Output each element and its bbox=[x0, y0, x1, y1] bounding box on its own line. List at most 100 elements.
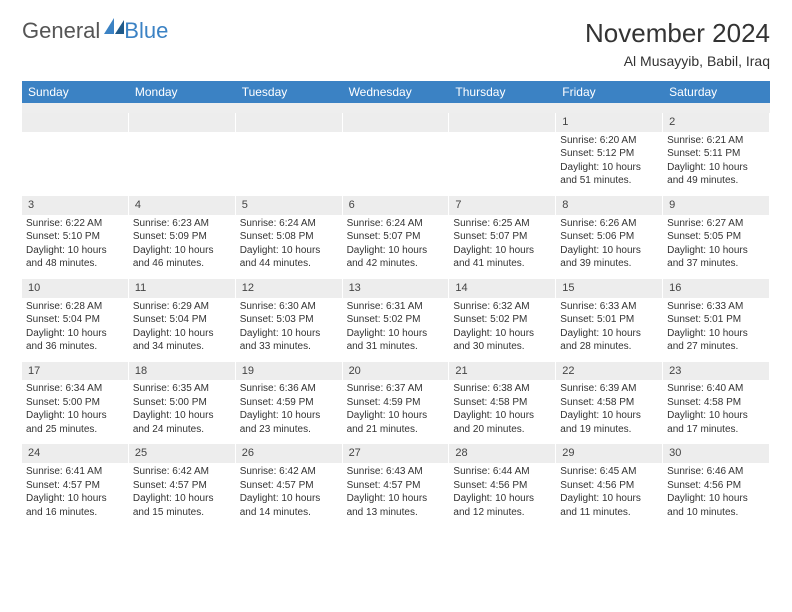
sunrise-text: Sunrise: 6:22 AM bbox=[26, 217, 124, 231]
sunset-text: Sunset: 5:01 PM bbox=[560, 313, 658, 327]
logo: General Blue bbox=[22, 18, 168, 44]
calendar-day-empty bbox=[449, 113, 556, 196]
day-body: Sunrise: 6:36 AMSunset: 4:59 PMDaylight:… bbox=[236, 380, 342, 444]
daylight-text: Daylight: 10 hours and 39 minutes. bbox=[560, 244, 658, 271]
calendar-day: 21Sunrise: 6:38 AMSunset: 4:58 PMDayligh… bbox=[449, 362, 556, 445]
sunset-text: Sunset: 4:59 PM bbox=[347, 396, 445, 410]
sunrise-text: Sunrise: 6:34 AM bbox=[26, 382, 124, 396]
calendar-day: 23Sunrise: 6:40 AMSunset: 4:58 PMDayligh… bbox=[663, 362, 770, 445]
day-body: Sunrise: 6:44 AMSunset: 4:56 PMDaylight:… bbox=[449, 463, 555, 527]
day-number: 16 bbox=[663, 279, 769, 298]
calendar-week: 10Sunrise: 6:28 AMSunset: 5:04 PMDayligh… bbox=[22, 279, 770, 362]
sunrise-text: Sunrise: 6:35 AM bbox=[133, 382, 231, 396]
day-body: Sunrise: 6:28 AMSunset: 5:04 PMDaylight:… bbox=[22, 298, 128, 362]
sunset-text: Sunset: 4:57 PM bbox=[133, 479, 231, 493]
sunset-text: Sunset: 4:56 PM bbox=[560, 479, 658, 493]
calendar-day: 19Sunrise: 6:36 AMSunset: 4:59 PMDayligh… bbox=[236, 362, 343, 445]
sunrise-text: Sunrise: 6:42 AM bbox=[133, 465, 231, 479]
day-number: 6 bbox=[343, 196, 449, 215]
daylight-text: Daylight: 10 hours and 41 minutes. bbox=[453, 244, 551, 271]
sunset-text: Sunset: 5:04 PM bbox=[26, 313, 124, 327]
daylight-text: Daylight: 10 hours and 24 minutes. bbox=[133, 409, 231, 436]
day-number: 23 bbox=[663, 362, 769, 381]
sunrise-text: Sunrise: 6:44 AM bbox=[453, 465, 551, 479]
calendar-day: 6Sunrise: 6:24 AMSunset: 5:07 PMDaylight… bbox=[343, 196, 450, 279]
calendar-week: 24Sunrise: 6:41 AMSunset: 4:57 PMDayligh… bbox=[22, 444, 770, 527]
daylight-text: Daylight: 10 hours and 36 minutes. bbox=[26, 327, 124, 354]
day-body: Sunrise: 6:30 AMSunset: 5:03 PMDaylight:… bbox=[236, 298, 342, 362]
calendar-day: 7Sunrise: 6:25 AMSunset: 5:07 PMDaylight… bbox=[449, 196, 556, 279]
sunrise-text: Sunrise: 6:27 AM bbox=[667, 217, 765, 231]
sunrise-text: Sunrise: 6:21 AM bbox=[667, 134, 765, 148]
sunrise-text: Sunrise: 6:33 AM bbox=[560, 300, 658, 314]
day-number: 25 bbox=[129, 444, 235, 463]
sunrise-text: Sunrise: 6:31 AM bbox=[347, 300, 445, 314]
sunrise-text: Sunrise: 6:25 AM bbox=[453, 217, 551, 231]
sunrise-text: Sunrise: 6:43 AM bbox=[347, 465, 445, 479]
daylight-text: Daylight: 10 hours and 25 minutes. bbox=[26, 409, 124, 436]
daylight-text: Daylight: 10 hours and 37 minutes. bbox=[667, 244, 765, 271]
day-body: Sunrise: 6:38 AMSunset: 4:58 PMDaylight:… bbox=[449, 380, 555, 444]
sunrise-text: Sunrise: 6:28 AM bbox=[26, 300, 124, 314]
daylight-text: Daylight: 10 hours and 51 minutes. bbox=[560, 161, 658, 188]
day-body bbox=[129, 132, 235, 196]
day-number: 28 bbox=[449, 444, 555, 463]
daylight-text: Daylight: 10 hours and 23 minutes. bbox=[240, 409, 338, 436]
day-body: Sunrise: 6:37 AMSunset: 4:59 PMDaylight:… bbox=[343, 380, 449, 444]
calendar-day: 29Sunrise: 6:45 AMSunset: 4:56 PMDayligh… bbox=[556, 444, 663, 527]
calendar-day: 27 Sunrise: 6:43 AMSunset: 4:57 PMDayligh… bbox=[343, 444, 450, 527]
day-number: 30 bbox=[663, 444, 769, 463]
day-number: 19 bbox=[236, 362, 342, 381]
month-title: November 2024 bbox=[585, 18, 770, 49]
weekday-header-cell: Friday bbox=[556, 81, 663, 103]
day-number: 27 bbox=[343, 444, 449, 463]
sunset-text: Sunset: 4:58 PM bbox=[667, 396, 765, 410]
logo-text-1: General bbox=[22, 18, 100, 44]
calendar-day: 28Sunrise: 6:44 AMSunset: 4:56 PMDayligh… bbox=[449, 444, 556, 527]
sunset-text: Sunset: 4:58 PM bbox=[453, 396, 551, 410]
daylight-text: Daylight: 10 hours and 34 minutes. bbox=[133, 327, 231, 354]
calendar-week: 17Sunrise: 6:34 AMSunset: 5:00 PMDayligh… bbox=[22, 362, 770, 445]
sunrise-text: Sunrise: 6:46 AM bbox=[667, 465, 765, 479]
sunset-text: Sunset: 4:58 PM bbox=[560, 396, 658, 410]
day-number: 4 bbox=[129, 196, 235, 215]
daylight-text: Daylight: 10 hours and 13 minutes. bbox=[347, 492, 445, 519]
calendar-day: 5Sunrise: 6:24 AMSunset: 5:08 PMDaylight… bbox=[236, 196, 343, 279]
weekday-header-cell: Saturday bbox=[663, 81, 770, 103]
calendar-day: 17Sunrise: 6:34 AMSunset: 5:00 PMDayligh… bbox=[22, 362, 129, 445]
daylight-text: Daylight: 10 hours and 16 minutes. bbox=[26, 492, 124, 519]
sunrise-text: Sunrise: 6:40 AM bbox=[667, 382, 765, 396]
day-body: Sunrise: 6:40 AMSunset: 4:58 PMDaylight:… bbox=[663, 380, 769, 444]
sunset-text: Sunset: 4:57 PM bbox=[347, 479, 445, 493]
sunrise-text: Sunrise: 6:29 AM bbox=[133, 300, 231, 314]
calendar-day: 20Sunrise: 6:37 AMSunset: 4:59 PMDayligh… bbox=[343, 362, 450, 445]
sunrise-text: Sunrise: 6:36 AM bbox=[240, 382, 338, 396]
day-body: Sunrise: 6:45 AMSunset: 4:56 PMDaylight:… bbox=[556, 463, 662, 527]
sunset-text: Sunset: 5:04 PM bbox=[133, 313, 231, 327]
calendar-day: 18Sunrise: 6:35 AMSunset: 5:00 PMDayligh… bbox=[129, 362, 236, 445]
day-number: 22 bbox=[556, 362, 662, 381]
logo-text-2: Blue bbox=[124, 18, 168, 44]
logo-sail-icon bbox=[104, 18, 124, 34]
sunrise-text: Sunrise: 6:37 AM bbox=[347, 382, 445, 396]
sunset-text: Sunset: 4:56 PM bbox=[453, 479, 551, 493]
day-number: 10 bbox=[22, 279, 128, 298]
day-body: Sunrise: 6:34 AMSunset: 5:00 PMDaylight:… bbox=[22, 380, 128, 444]
day-body: Sunrise: 6:21 AMSunset: 5:11 PMDaylight:… bbox=[663, 132, 769, 196]
daylight-text: Daylight: 10 hours and 19 minutes. bbox=[560, 409, 658, 436]
day-number: 29 bbox=[556, 444, 662, 463]
sunset-text: Sunset: 4:57 PM bbox=[26, 479, 124, 493]
day-number: 14 bbox=[449, 279, 555, 298]
day-number: 11 bbox=[129, 279, 235, 298]
sunrise-text: Sunrise: 6:20 AM bbox=[560, 134, 658, 148]
day-body bbox=[236, 132, 342, 196]
day-number bbox=[129, 113, 235, 132]
daylight-text: Daylight: 10 hours and 48 minutes. bbox=[26, 244, 124, 271]
daylight-text: Daylight: 10 hours and 27 minutes. bbox=[667, 327, 765, 354]
sunset-text: Sunset: 4:57 PM bbox=[240, 479, 338, 493]
day-number: 15 bbox=[556, 279, 662, 298]
day-body: Sunrise: 6:33 AMSunset: 5:01 PMDaylight:… bbox=[663, 298, 769, 362]
daylight-text: Daylight: 10 hours and 46 minutes. bbox=[133, 244, 231, 271]
daylight-text: Daylight: 10 hours and 21 minutes. bbox=[347, 409, 445, 436]
daylight-text: Daylight: 10 hours and 30 minutes. bbox=[453, 327, 551, 354]
